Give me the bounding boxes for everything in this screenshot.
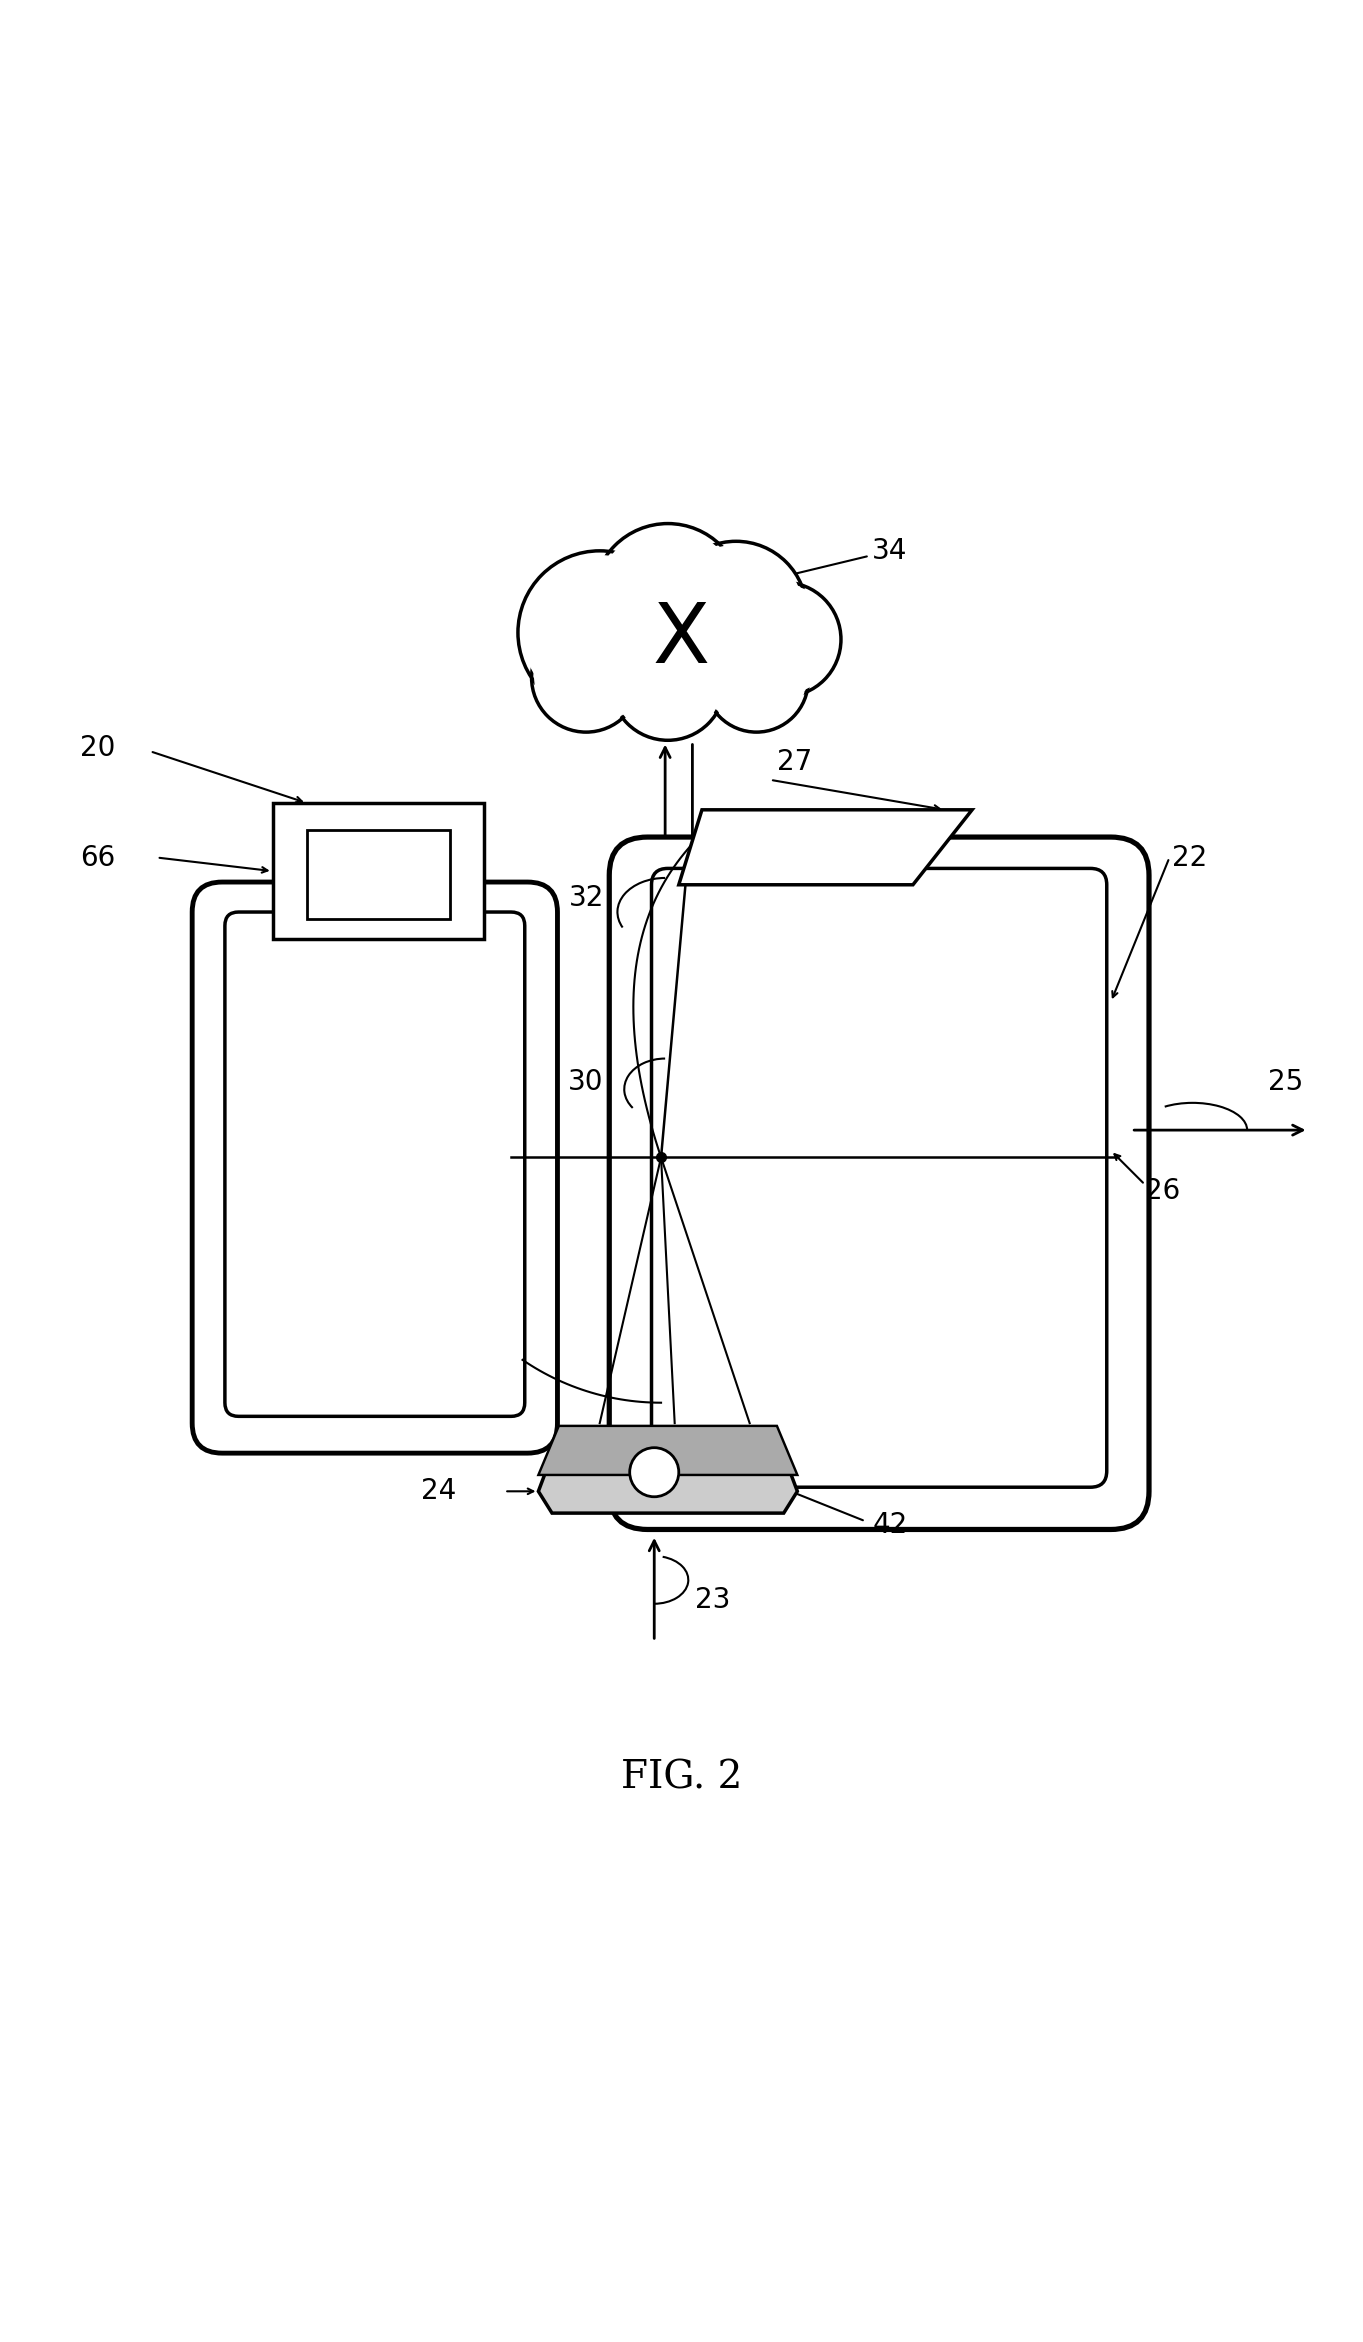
Circle shape (665, 541, 807, 684)
Text: 32: 32 (568, 885, 604, 913)
Circle shape (523, 555, 676, 710)
Text: 23: 23 (695, 1586, 731, 1614)
Circle shape (534, 625, 638, 728)
Text: 25: 25 (1268, 1068, 1303, 1096)
Circle shape (593, 525, 743, 674)
Circle shape (731, 586, 837, 693)
Text: 26: 26 (1145, 1178, 1180, 1206)
Circle shape (518, 550, 682, 714)
Circle shape (705, 628, 808, 733)
Text: 27: 27 (777, 747, 812, 775)
Circle shape (669, 546, 803, 679)
Text: 22: 22 (1172, 843, 1208, 871)
Bar (273, 803, 484, 939)
FancyBboxPatch shape (225, 911, 525, 1417)
Polygon shape (679, 810, 972, 885)
Text: 20: 20 (80, 735, 116, 763)
Polygon shape (538, 1426, 797, 1475)
Circle shape (726, 583, 841, 696)
Text: 66: 66 (80, 843, 116, 871)
Text: 60: 60 (784, 1384, 819, 1412)
FancyBboxPatch shape (192, 883, 557, 1452)
Circle shape (611, 625, 725, 740)
Text: FIG. 2: FIG. 2 (620, 1759, 743, 1796)
FancyBboxPatch shape (609, 836, 1149, 1529)
Text: 42: 42 (872, 1511, 908, 1539)
Polygon shape (538, 1436, 797, 1513)
Text: 34: 34 (782, 536, 908, 581)
FancyBboxPatch shape (652, 869, 1107, 1487)
Circle shape (630, 1447, 679, 1497)
Circle shape (707, 632, 806, 728)
Circle shape (597, 527, 739, 670)
Circle shape (615, 630, 721, 738)
Text: 24: 24 (421, 1478, 457, 1506)
Text: 30: 30 (568, 1068, 604, 1096)
Text: d: d (726, 993, 744, 1021)
Circle shape (532, 623, 641, 733)
Text: X: X (653, 600, 710, 679)
Bar (307, 831, 450, 918)
